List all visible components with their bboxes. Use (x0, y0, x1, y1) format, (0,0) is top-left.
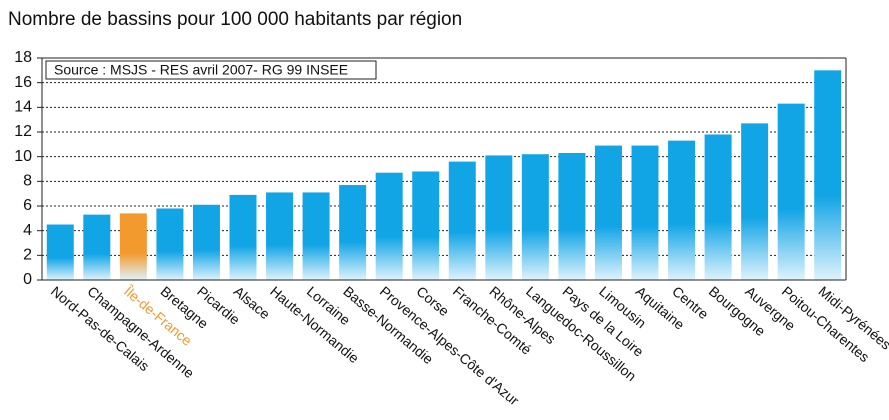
bar (668, 140, 696, 280)
bar (229, 194, 257, 280)
chart-title: Nombre de bassins pour 100 000 habitants… (8, 9, 462, 30)
y-tick-label: 16 (14, 74, 32, 91)
bar (339, 185, 367, 280)
bar (631, 145, 659, 280)
bar (412, 171, 440, 280)
annotation-box (45, 60, 377, 80)
bar (594, 145, 622, 280)
bar (266, 192, 294, 280)
bar (83, 214, 111, 280)
y-tick-label: 6 (23, 197, 32, 214)
y-tick-label: 2 (23, 247, 32, 264)
bar (156, 208, 184, 280)
bar (46, 224, 74, 280)
bar (741, 123, 769, 280)
y-tick-label: 14 (14, 99, 32, 116)
bar (485, 155, 513, 280)
y-tick-label: 10 (14, 148, 32, 165)
bar (375, 172, 403, 280)
annotation: Source : MSJS - RES avril 2007- RG 99 IN… (54, 62, 348, 78)
bar (448, 161, 476, 280)
bar (302, 192, 330, 280)
bar (814, 70, 842, 280)
y-tick-label: 12 (14, 123, 32, 140)
bar (777, 103, 805, 280)
bar (558, 152, 586, 280)
y-tick-label: 0 (23, 271, 32, 288)
bar (704, 134, 732, 280)
bar (192, 204, 220, 280)
y-tick-label: 18 (14, 49, 32, 66)
bar (521, 154, 549, 280)
y-tick-label: 4 (23, 222, 32, 239)
bar (119, 213, 147, 280)
y-tick-label: 8 (23, 173, 32, 190)
